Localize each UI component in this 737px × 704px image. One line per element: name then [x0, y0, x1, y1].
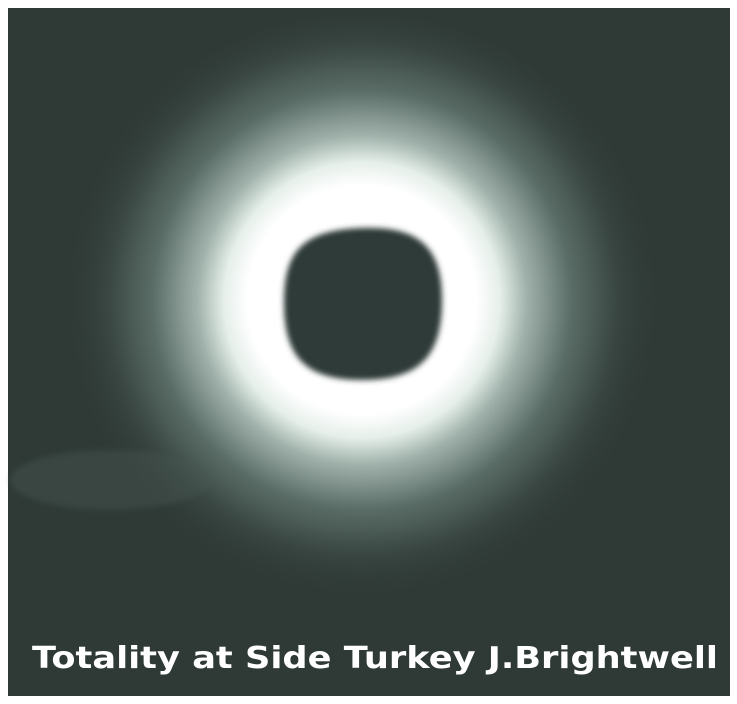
haze — [10, 450, 210, 510]
caption: Totality at Side Turkey J.Brightwell — [32, 641, 718, 676]
moon-disc — [284, 227, 442, 380]
